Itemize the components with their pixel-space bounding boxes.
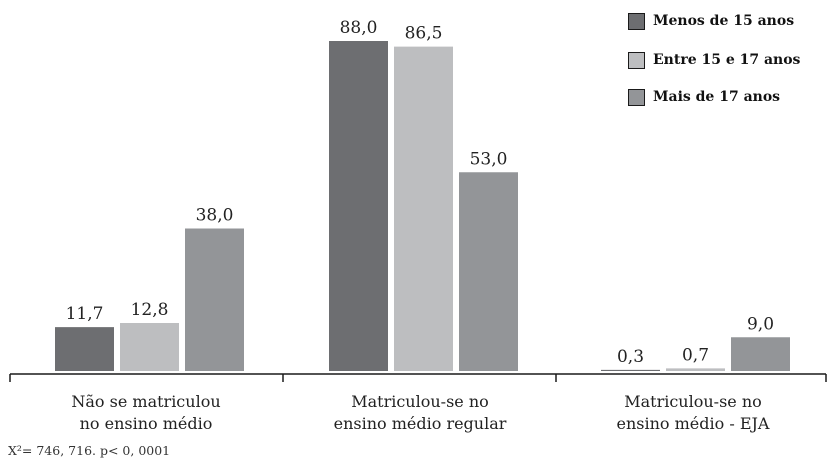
value-label-menos-de-15-anos-matriculou-se-no-ensino-medio-regular: 88,0 [340,18,378,38]
bar-menos-de-15-anos-matriculou-se-no-ensino-medio-eja [601,369,660,371]
category-label-line: Matriculou-se no [624,392,762,411]
category-label-line: ensino médio - EJA [617,414,770,433]
legend-label-mais-17: Mais de 17 anos [653,89,781,105]
bar-mais-de-17-anos-nao-se-matriculou-no-ensino-medio [185,228,244,371]
bar-entre-15-e-17-anos-matriculou-se-no-ensino-medio-regular [394,46,453,371]
bar-entre-15-e-17-anos-nao-se-matriculou-no-ensino-medio [120,323,179,371]
category-label-line: Matriculou-se no [351,392,489,411]
legend-swatch-mais-17 [628,88,645,106]
footnote: X²= 746, 716. p< 0, 0001 [8,443,171,458]
legend-label-entre-15-17: Entre 15 e 17 anos [653,52,801,68]
value-label-mais-de-17-anos-nao-se-matriculou-no-ensino-medio: 38,0 [196,206,234,226]
category-label-line: Não se matriculou [71,392,220,411]
legend-item-entre-15-17: Entre 15 e 17 anos [628,50,800,70]
category-label-matriculou-se-no-ensino-medio-eja: Matriculou-se no ensino médio - EJA [617,392,770,433]
legend-swatch-entre-15-17 [628,51,645,69]
value-label-mais-de-17-anos-matriculou-se-no-ensino-medio-regular: 53,0 [470,149,508,169]
value-labels-layer: 11,7 12,8 38,0 88,0 86,5 53,0 0,3 0,7 9,0 [66,18,774,367]
value-label-menos-de-15-anos-nao-se-matriculou-no-ensino-medio: 11,7 [66,304,104,324]
category-label-matriculou-se-no-ensino-medio-regular: Matriculou-se no ensino médio regular [334,392,507,433]
bar-menos-de-15-anos-matriculou-se-no-ensino-medio-regular [329,41,388,371]
ticks-layer [9,374,827,382]
value-label-entre-15-e-17-anos-nao-se-matriculou-no-ensino-medio: 12,8 [131,300,169,320]
bar-menos-de-15-anos-nao-se-matriculou-no-ensino-medio [55,327,114,371]
value-label-entre-15-e-17-anos-matriculou-se-no-ensino-medio-regular: 86,5 [405,24,443,44]
category-labels-layer: Não se matriculou no ensino médio Matricul… [71,392,770,433]
legend-item-mais-17: Mais de 17 anos [628,87,780,107]
bar-mais-de-17-anos-matriculou-se-no-ensino-medio-eja [731,337,790,371]
legend-label-menos-15: Menos de 15 anos [653,13,795,29]
value-label-entre-15-e-17-anos-matriculou-se-no-ensino-medio-eja: 0,7 [682,345,709,365]
value-label-mais-de-17-anos-matriculou-se-no-ensino-medio-eja: 9,0 [747,314,774,334]
category-label-line: ensino médio regular [334,414,507,433]
category-label-nao-se-matriculou-no-ensino-medio: Não se matriculou no ensino médio [71,392,220,433]
legend-swatch-menos-15 [628,12,645,30]
legend-item-menos-15: Menos de 15 anos [628,11,794,31]
category-label-line: no ensino médio [80,414,213,433]
bar-entre-15-e-17-anos-matriculou-se-no-ensino-medio-eja [666,368,725,371]
bars-layer [55,41,790,371]
value-label-menos-de-15-anos-matriculou-se-no-ensino-medio-eja: 0,3 [617,347,644,367]
bar-mais-de-17-anos-matriculou-se-no-ensino-medio-regular [459,172,518,371]
